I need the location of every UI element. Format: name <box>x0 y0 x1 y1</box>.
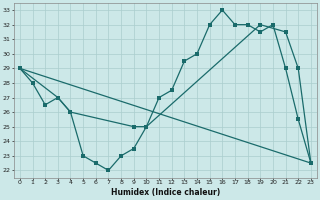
X-axis label: Humidex (Indice chaleur): Humidex (Indice chaleur) <box>111 188 220 197</box>
